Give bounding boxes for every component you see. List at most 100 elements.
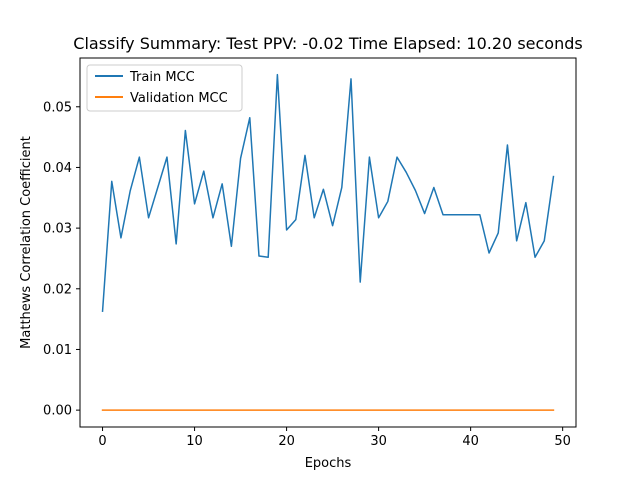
data-point-train-mcc (488, 252, 490, 254)
y-tick-label: 0.01 (43, 343, 72, 358)
y-tick-label: 0.04 (43, 161, 72, 176)
data-point-train-mcc (525, 202, 527, 204)
data-point-validation-mcc (543, 409, 545, 411)
chart-title: Classify Summary: Test PPV: -0.02 Time E… (73, 34, 582, 53)
data-point-validation-mcc (525, 409, 527, 411)
data-point-validation-mcc (286, 409, 288, 411)
data-point-train-mcc (433, 187, 435, 189)
data-point-validation-mcc (231, 409, 233, 411)
y-tick-label: 0.05 (43, 100, 72, 115)
data-point-validation-mcc (553, 409, 555, 411)
data-point-validation-mcc (378, 409, 380, 411)
data-point-train-mcc (221, 183, 223, 185)
data-point-train-mcc (461, 214, 463, 216)
data-point-validation-mcc (175, 409, 177, 411)
data-point-train-mcc (332, 225, 334, 227)
data-point-validation-mcc (148, 409, 150, 411)
data-point-validation-mcc (212, 409, 214, 411)
data-point-train-mcc (148, 217, 150, 219)
data-point-train-mcc (120, 237, 122, 239)
data-point-validation-mcc (451, 409, 453, 411)
data-point-train-mcc (304, 155, 306, 157)
data-point-train-mcc (341, 187, 343, 189)
data-point-validation-mcc (415, 409, 417, 411)
data-point-train-mcc (175, 243, 177, 245)
series-line-train-mcc (101, 73, 555, 313)
data-point-validation-mcc (203, 409, 205, 411)
data-point-train-mcc (129, 190, 131, 192)
data-point-train-mcc (267, 256, 269, 258)
data-point-validation-mcc (516, 409, 518, 411)
data-point-validation-mcc (341, 409, 343, 411)
data-point-train-mcc (194, 203, 196, 205)
x-tick-label: 30 (370, 434, 387, 449)
data-point-validation-mcc (470, 409, 472, 411)
x-tick-label: 0 (98, 434, 106, 449)
data-point-train-mcc (387, 201, 389, 203)
data-point-train-mcc (451, 214, 453, 216)
data-point-validation-mcc (369, 409, 371, 411)
data-point-validation-mcc (129, 409, 131, 411)
data-point-train-mcc (369, 156, 371, 158)
plot-frame (79, 57, 577, 428)
data-point-validation-mcc (194, 409, 196, 411)
y-tick-label: 0.00 (43, 404, 72, 419)
data-point-train-mcc (185, 130, 187, 132)
data-point-train-mcc (424, 213, 426, 215)
y-tick-label: 0.03 (43, 222, 72, 237)
data-point-train-mcc (323, 188, 325, 190)
data-point-train-mcc (277, 74, 279, 76)
legend-box (86, 64, 243, 112)
data-point-train-mcc (497, 232, 499, 234)
data-point-train-mcc (359, 281, 361, 283)
data-point-validation-mcc (323, 409, 325, 411)
legend-label-train: Train MCC (129, 70, 195, 85)
data-point-train-mcc (157, 187, 159, 189)
x-tick-label: 40 (462, 434, 479, 449)
data-point-validation-mcc (258, 409, 260, 411)
data-point-train-mcc (507, 144, 509, 146)
x-tick-label: 20 (278, 434, 295, 449)
x-tick-label: 10 (186, 434, 203, 449)
data-point-validation-mcc (424, 409, 426, 411)
data-point-validation-mcc (359, 409, 361, 411)
y-tick-label: 0.02 (43, 282, 72, 297)
data-point-validation-mcc (267, 409, 269, 411)
data-point-validation-mcc (185, 409, 187, 411)
data-point-train-mcc (534, 256, 536, 258)
data-point-train-mcc (249, 117, 251, 119)
data-point-validation-mcc (157, 409, 159, 411)
data-point-validation-mcc (507, 409, 509, 411)
data-point-train-mcc (139, 156, 141, 158)
legend-label-validation: Validation MCC (130, 91, 228, 106)
data-point-validation-mcc (102, 409, 104, 411)
data-point-train-mcc (479, 214, 481, 216)
data-point-train-mcc (295, 219, 297, 221)
data-point-train-mcc (231, 246, 233, 248)
data-point-validation-mcc (350, 409, 352, 411)
data-point-validation-mcc (461, 409, 463, 411)
data-point-validation-mcc (387, 409, 389, 411)
data-point-validation-mcc (166, 409, 168, 411)
y-axis-label: Matthews Correlation Coefficient (19, 136, 34, 349)
data-point-validation-mcc (120, 409, 122, 411)
axes-layer: 0 10 20 30 40 50 0.00 0.01 0.02 0.03 0.04 0.05 (43, 100, 571, 449)
data-point-train-mcc (111, 181, 113, 183)
data-point-validation-mcc (277, 409, 279, 411)
x-tick-label: 50 (554, 434, 571, 449)
data-point-validation-mcc (313, 409, 315, 411)
data-point-validation-mcc (488, 409, 490, 411)
data-point-train-mcc (286, 229, 288, 231)
data-point-train-mcc (313, 217, 315, 219)
data-point-validation-mcc (534, 409, 536, 411)
data-point-train-mcc (378, 217, 380, 219)
data-point-train-mcc (350, 78, 352, 80)
data-point-validation-mcc (405, 409, 407, 411)
data-point-train-mcc (543, 240, 545, 242)
data-point-validation-mcc (497, 409, 499, 411)
x-axis-label: Epochs (305, 456, 352, 471)
data-point-train-mcc (240, 158, 242, 160)
data-point-train-mcc (102, 310, 104, 312)
data-point-validation-mcc (442, 409, 444, 411)
data-point-train-mcc (166, 156, 168, 158)
